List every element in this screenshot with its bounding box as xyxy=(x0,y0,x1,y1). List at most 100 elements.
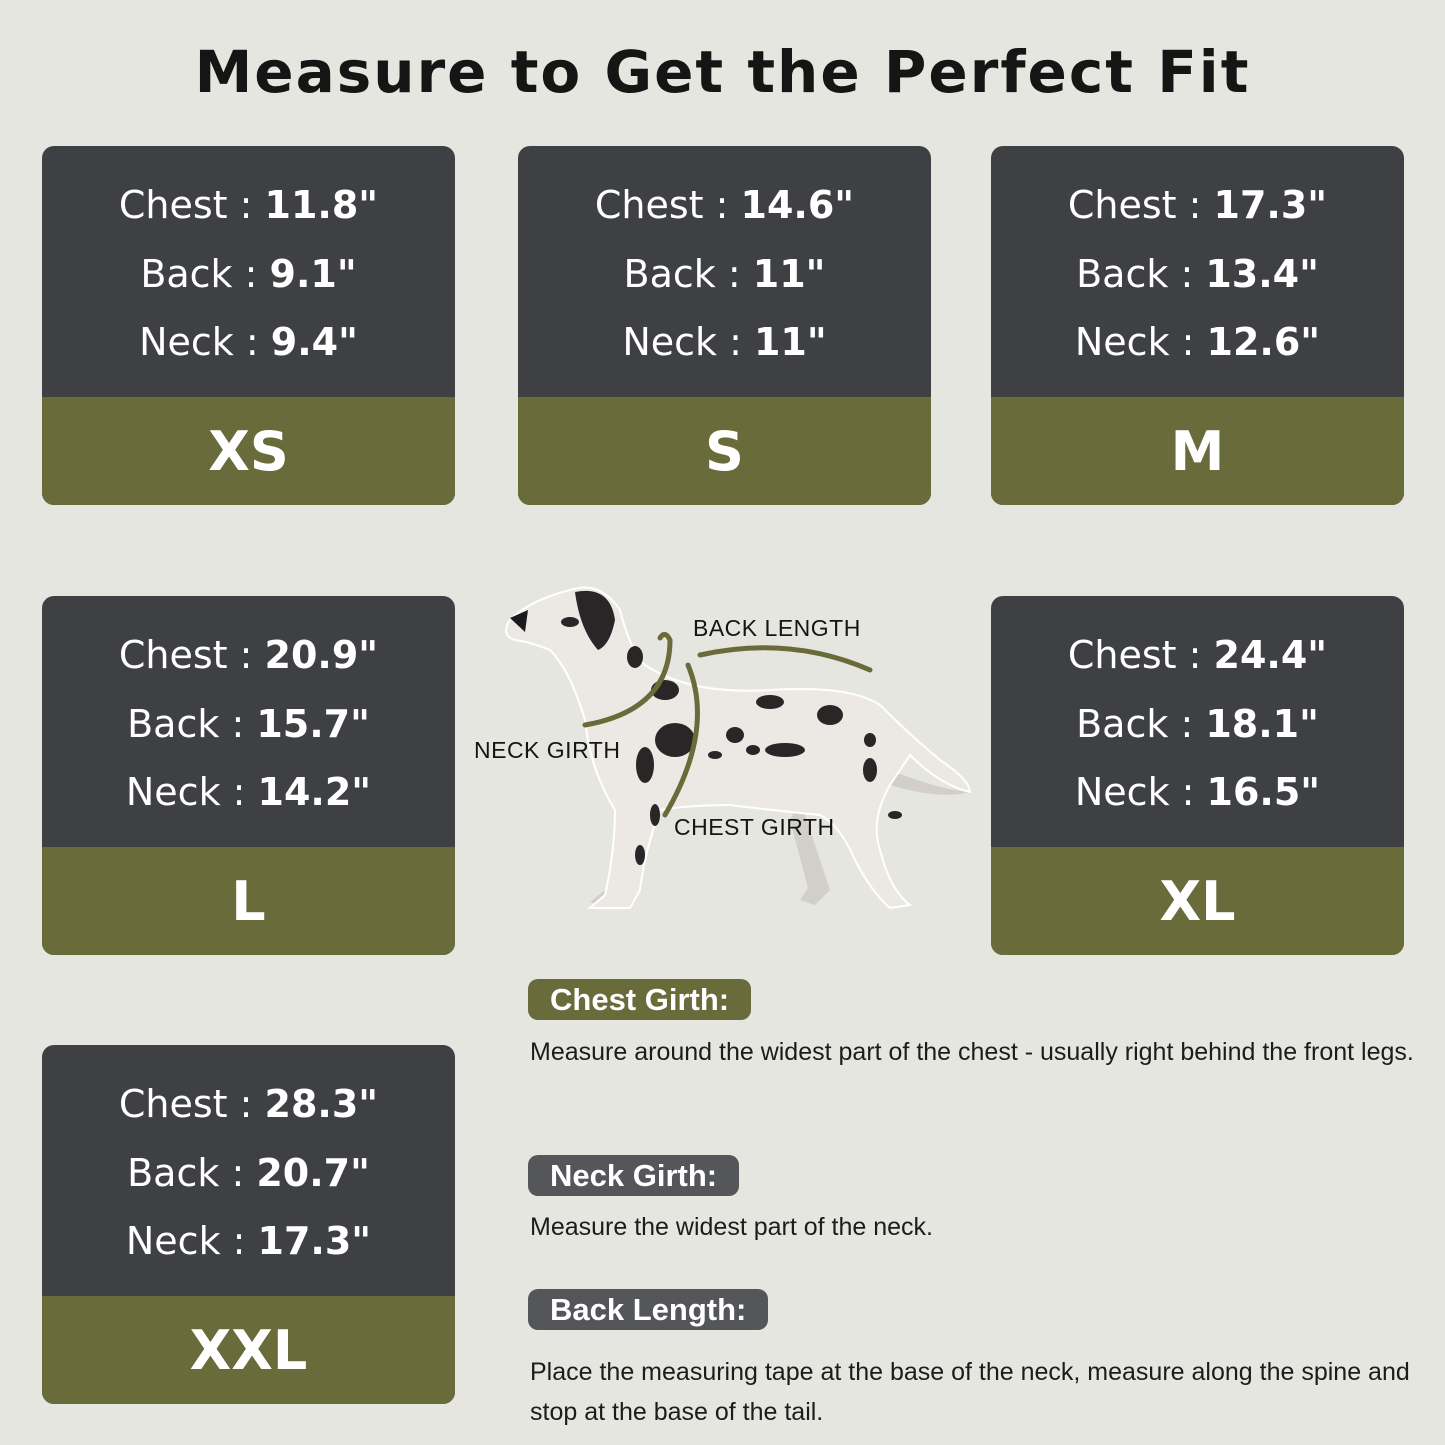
chest-value: 11.8" xyxy=(264,183,379,228)
separator: : xyxy=(1169,769,1207,814)
neck-measurement: Neck : 9.4" xyxy=(42,323,455,361)
chest-label: Chest xyxy=(1067,183,1177,228)
measurements: Chest : 28.3" Back : 20.7" Neck : 17.3" xyxy=(42,1045,455,1296)
separator: : xyxy=(219,701,257,746)
separator: : xyxy=(232,251,270,296)
back-measurement: Back : 11" xyxy=(518,255,931,293)
separator: : xyxy=(717,319,754,364)
measurements: Chest : 11.8" Back : 9.1" Neck : 9.4" xyxy=(42,146,455,397)
separator: : xyxy=(1168,251,1206,296)
dog-illustration-icon xyxy=(505,586,972,910)
back-value: 9.1" xyxy=(269,251,357,296)
neck-girth-heading: Neck Girth: xyxy=(528,1155,740,1196)
chest-label: Chest xyxy=(594,183,704,228)
chest-measurement: Chest : 24.4" xyxy=(991,636,1404,674)
size-label: S xyxy=(518,397,931,505)
measurements: Chest : 17.3" Back : 13.4" Neck : 12.6" xyxy=(991,146,1404,397)
neck-value: 16.5" xyxy=(1206,769,1321,814)
size-label: L xyxy=(42,847,455,955)
neck-measurement: Neck : 11" xyxy=(518,323,931,361)
chest-label: Chest xyxy=(118,183,228,228)
chest-value: 14.6" xyxy=(740,183,855,228)
neck-value: 17.3" xyxy=(257,1218,372,1263)
chest-girth-label: CHEST GIRTH xyxy=(674,814,835,840)
back-label: Back xyxy=(1076,251,1169,296)
back-value: 13.4" xyxy=(1205,251,1319,296)
size-card-m: Chest : 17.3" Back : 13.4" Neck : 12.6" M xyxy=(991,146,1404,505)
back-measurement: Back : 15.7" xyxy=(42,705,455,743)
neck-value: 12.6" xyxy=(1206,319,1321,364)
chest-value: 28.3" xyxy=(264,1082,379,1127)
neck-measurement: Neck : 17.3" xyxy=(42,1222,455,1260)
size-label: M xyxy=(991,397,1404,505)
neck-measurement: Neck : 12.6" xyxy=(991,323,1404,361)
back-measurement: Back : 20.7" xyxy=(42,1154,455,1192)
size-label: XXL xyxy=(42,1296,455,1404)
chest-girth-description: Measure around the widest part of the ch… xyxy=(530,1038,1414,1066)
chest-girth-heading: Chest Girth: xyxy=(528,979,752,1020)
chest-measurement: Chest : 17.3" xyxy=(991,186,1404,224)
neck-value: 14.2" xyxy=(257,769,372,814)
back-measurement: Back : 9.1" xyxy=(42,255,455,293)
separator: : xyxy=(715,251,753,296)
size-card-xxl: Chest : 28.3" Back : 20.7" Neck : 17.3" XXL xyxy=(42,1045,455,1404)
separator: : xyxy=(1168,701,1206,746)
separator: : xyxy=(233,319,271,364)
back-value: 11" xyxy=(752,251,826,296)
dalmatian-diagram: BACK LENGTH NECK GIRTH CHEST GIRTH xyxy=(470,570,980,930)
chest-label: Chest xyxy=(118,633,228,678)
measurements: Chest : 20.9" Back : 15.7" Neck : 14.2" xyxy=(42,596,455,847)
neck-label: Neck xyxy=(1074,769,1170,814)
separator: : xyxy=(703,183,741,228)
neck-label: Neck xyxy=(1074,319,1170,364)
back-label: Back xyxy=(127,701,220,746)
neck-girth-label: NECK GIRTH xyxy=(474,737,621,763)
size-card-xl: Chest : 24.4" Back : 18.1" Neck : 16.5" XL xyxy=(991,596,1404,955)
measurements: Chest : 24.4" Back : 18.1" Neck : 16.5" xyxy=(991,596,1404,847)
size-label: XL xyxy=(991,847,1404,955)
size-card-s: Chest : 14.6" Back : 11" Neck : 11" S xyxy=(518,146,931,505)
separator: : xyxy=(227,633,265,678)
neck-value: 11" xyxy=(753,319,827,364)
chest-label: Chest xyxy=(118,1082,228,1127)
neck-label: Neck xyxy=(139,319,234,364)
neck-label: Neck xyxy=(125,1218,221,1263)
neck-measurement: Neck : 14.2" xyxy=(42,773,455,811)
back-measurement: Back : 18.1" xyxy=(991,705,1404,743)
neck-value: 9.4" xyxy=(270,319,358,364)
chest-measurement: Chest : 14.6" xyxy=(518,186,931,224)
chest-measurement: Chest : 20.9" xyxy=(42,636,455,674)
separator: : xyxy=(219,1150,257,1195)
size-label: XS xyxy=(42,397,455,505)
back-value: 15.7" xyxy=(256,701,370,746)
chest-value: 17.3" xyxy=(1213,183,1328,228)
size-card-l: Chest : 20.9" Back : 15.7" Neck : 14.2" L xyxy=(42,596,455,955)
back-length-description: Place the measuring tape at the base of … xyxy=(530,1358,1410,1426)
back-label: Back xyxy=(623,251,716,296)
back-value: 18.1" xyxy=(1205,701,1319,746)
back-label: Back xyxy=(127,1150,220,1195)
separator: : xyxy=(1176,183,1214,228)
chest-measurement: Chest : 11.8" xyxy=(42,186,455,224)
neck-measurement: Neck : 16.5" xyxy=(991,773,1404,811)
chest-value: 24.4" xyxy=(1213,633,1328,678)
separator: : xyxy=(220,1218,258,1263)
back-value: 20.7" xyxy=(256,1150,370,1195)
measurements: Chest : 14.6" Back : 11" Neck : 11" xyxy=(518,146,931,397)
separator: : xyxy=(1169,319,1207,364)
neck-label: Neck xyxy=(125,769,221,814)
chest-label: Chest xyxy=(1067,633,1177,678)
back-label: Back xyxy=(1076,701,1169,746)
back-length-heading: Back Length: xyxy=(528,1289,769,1330)
separator: : xyxy=(227,1082,265,1127)
chest-measurement: Chest : 28.3" xyxy=(42,1085,455,1123)
separator: : xyxy=(1176,633,1214,678)
neck-girth-description: Measure the widest part of the neck. xyxy=(530,1213,933,1241)
separator: : xyxy=(227,183,265,228)
page-title: Measure to Get the Perfect Fit xyxy=(194,38,1251,106)
back-label: Back xyxy=(140,251,233,296)
chest-value: 20.9" xyxy=(264,633,379,678)
separator: : xyxy=(220,769,258,814)
neck-label: Neck xyxy=(622,319,718,364)
back-measurement: Back : 13.4" xyxy=(991,255,1404,293)
